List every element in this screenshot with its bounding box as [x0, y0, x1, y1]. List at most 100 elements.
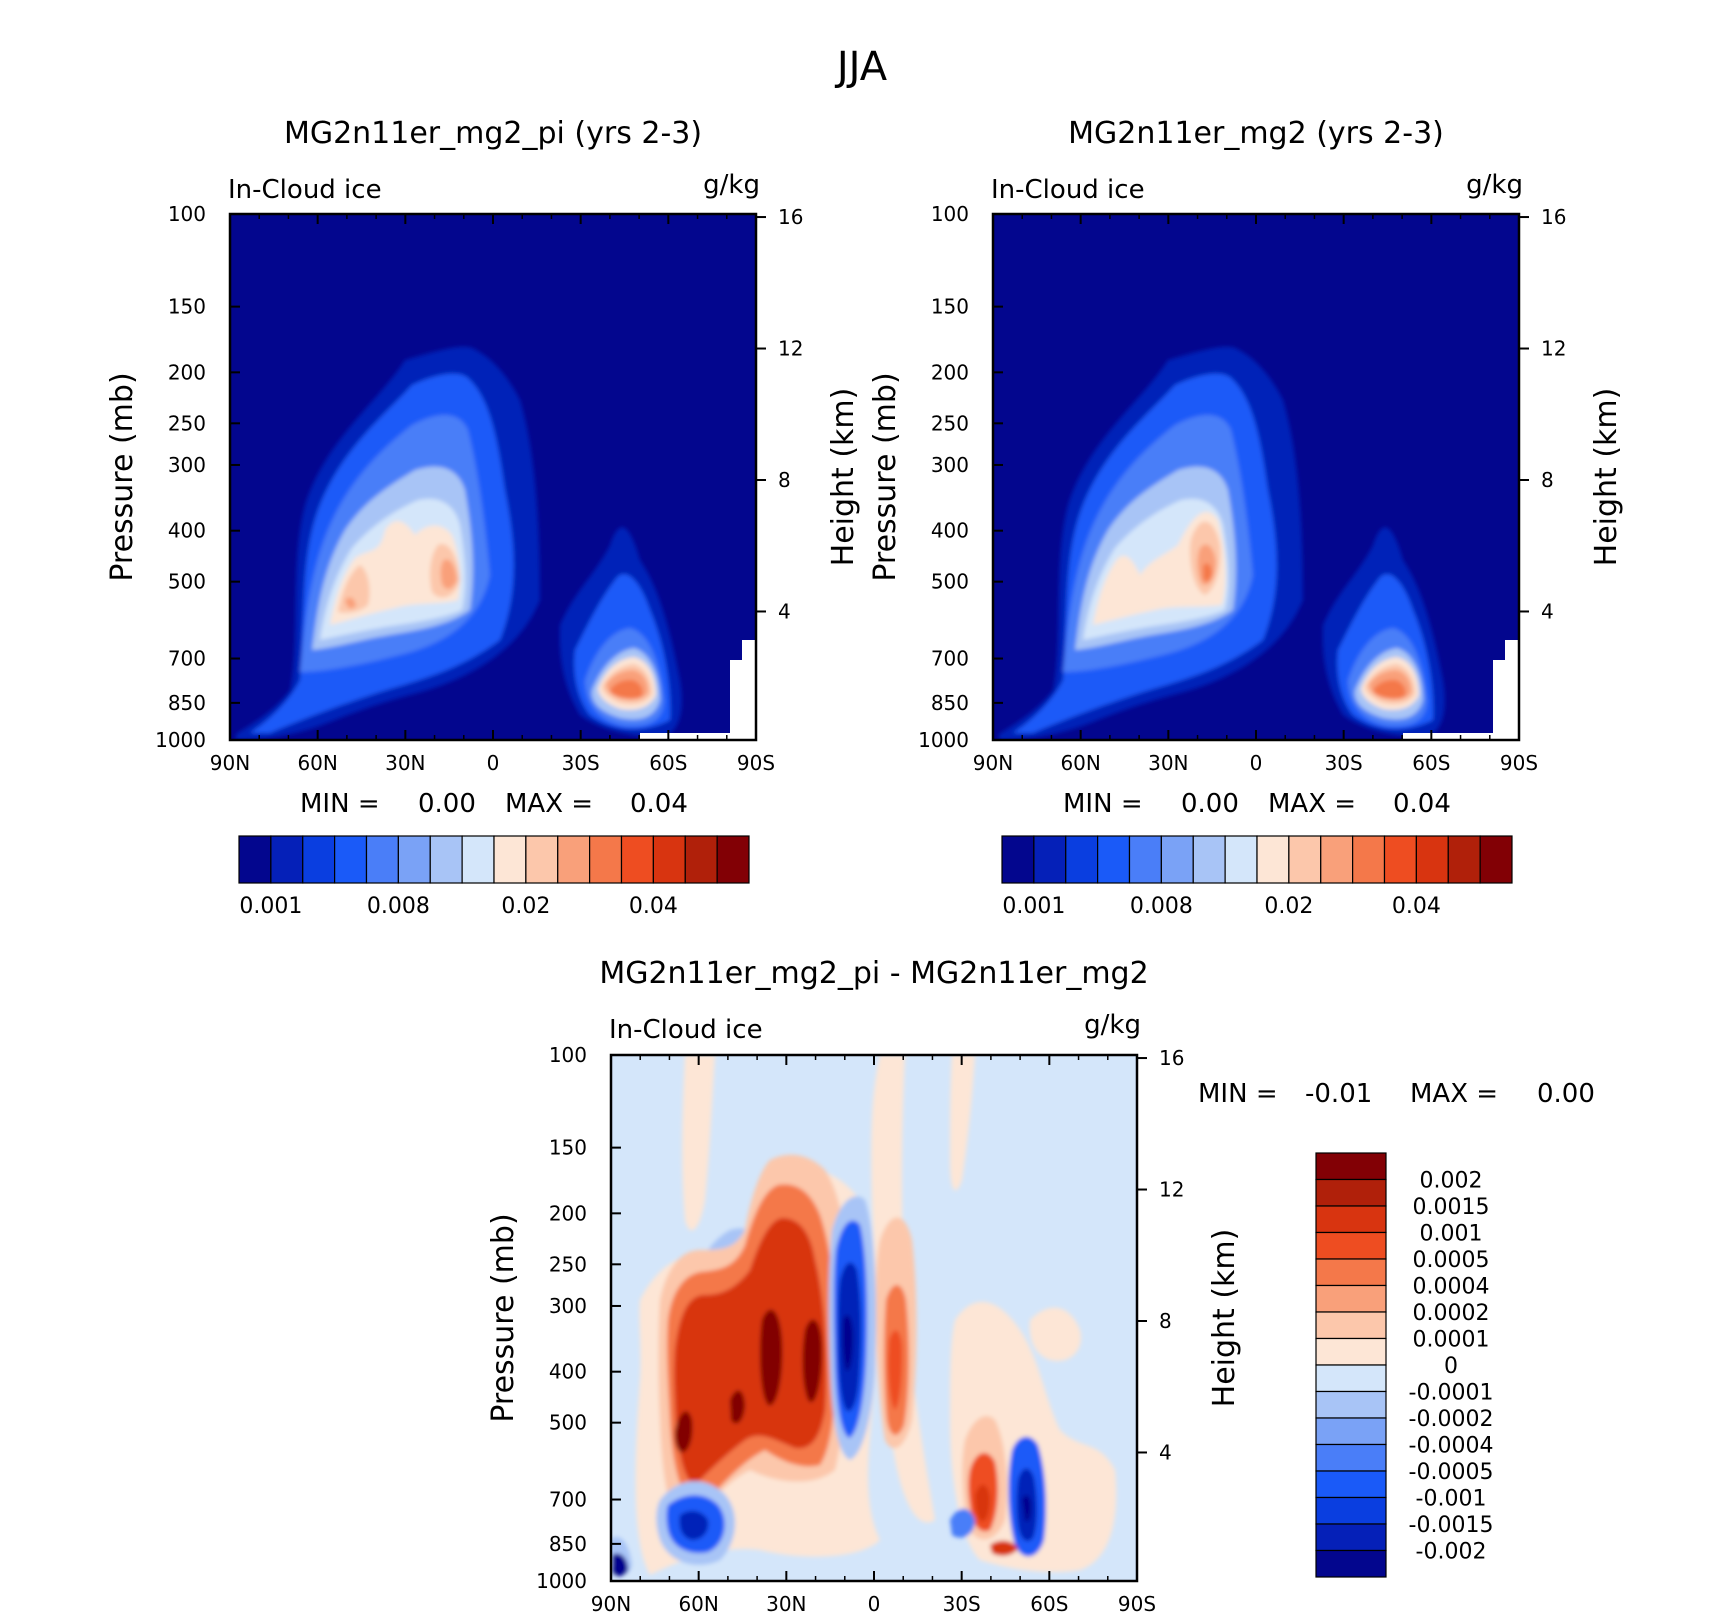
main-title: JJA: [834, 44, 888, 90]
y-tick-label: 300: [931, 453, 969, 477]
x-tick-label: 0: [1250, 751, 1263, 775]
colorbar-swatch: [334, 835, 368, 884]
colorbar-swatch: [1224, 835, 1258, 884]
x-tick-label: 60N: [678, 1592, 718, 1616]
colorbar-swatch: [302, 835, 336, 884]
colorbar-swatch: [1415, 835, 1449, 884]
max-label: MAX =: [505, 789, 593, 819]
colorbar-label: 0.0004: [1413, 1275, 1490, 1300]
panel-title: MG2n11er_mg2_pi - MG2n11er_mg2: [599, 956, 1148, 991]
colorbar-label: 0: [1444, 1354, 1458, 1379]
y-tick-label: 100: [168, 202, 206, 226]
colorbar-swatch: [1315, 1443, 1387, 1472]
colorbar-swatch: [1383, 835, 1417, 884]
height-tick-label: 16: [1159, 1046, 1184, 1070]
min-label: MIN =: [300, 789, 380, 819]
colorbar-swatch: [1192, 835, 1226, 884]
missing-data-mask: [1493, 660, 1519, 740]
colorbar-label: 0.001: [1002, 894, 1065, 919]
x-tick-label: 30N: [1148, 751, 1188, 775]
colorbar-swatch: [270, 835, 304, 884]
y-tick-label: 400: [549, 1360, 587, 1384]
y-tick-label: 400: [168, 519, 206, 543]
y-tick-label: 150: [931, 295, 969, 319]
height-tick-label: 8: [1159, 1309, 1172, 1333]
y-tick-label: 700: [168, 647, 206, 671]
height-tick-label: 16: [778, 205, 803, 229]
colorbar-swatch: [1315, 1152, 1387, 1181]
x-tick-label: 30N: [766, 1592, 806, 1616]
colorbar-swatch: [1315, 1205, 1387, 1234]
colorbar-difference: 0.0020.00150.0010.00050.00040.00020.0001…: [1315, 1152, 1494, 1578]
colorbar-swatch: [1097, 835, 1131, 884]
y-axis-label: Pressure (mb): [486, 1213, 521, 1422]
diff-band-pos-0015: [674, 1218, 827, 1485]
colorbar-label: 0.0005: [1413, 1248, 1490, 1273]
y-tick-label: 850: [168, 691, 206, 715]
colorbar-swatch: [1315, 1178, 1387, 1207]
diff-band-neg-0004: [950, 1508, 975, 1538]
y-axis-label: Pressure (mb): [868, 372, 903, 581]
x-tick-label: 90S: [737, 751, 775, 775]
colorbar-label: -0.0004: [1409, 1434, 1494, 1459]
y-tick-label: 400: [931, 519, 969, 543]
plot-area: [993, 214, 1519, 740]
x-tick-label: 90S: [1118, 1592, 1156, 1616]
panel-top-left: MG2n11er_mg2_pi (yrs 2-3) In-Cloud ice g…: [105, 116, 861, 919]
y-tick-label: 100: [549, 1043, 587, 1067]
y-tick-label: 1000: [536, 1569, 587, 1593]
y-tick-label: 250: [168, 411, 206, 435]
x-tick-label: 0: [868, 1592, 881, 1616]
variable-label: In-Cloud ice: [991, 175, 1145, 205]
colorbar-swatch: [493, 835, 527, 884]
cloud-level-12b: [1373, 679, 1406, 699]
colorbar-swatch: [1315, 1470, 1387, 1499]
colorbar-swatch: [1315, 1417, 1387, 1446]
y-tick-label: 1000: [918, 728, 969, 752]
colorbar-label: 0.04: [629, 894, 678, 919]
height-tick-label: 12: [778, 337, 803, 361]
axis-ticks-tl: 90N 60N 30N 0 30S 60S 90S 100 150 200 250 300 400 500…: [155, 202, 803, 775]
height-tick-label: 4: [1159, 1440, 1172, 1464]
x-tick-label: 90N: [210, 751, 250, 775]
panel-difference: MG2n11er_mg2_pi - MG2n11er_mg2 In-Cloud …: [486, 956, 1595, 1616]
colorbar-swatch: [1320, 835, 1354, 884]
colorbar-swatch: [1065, 835, 1099, 884]
y-tick-label: 700: [549, 1488, 587, 1512]
cloud-level-12b: [610, 679, 643, 699]
colorbar-label: 0.001: [239, 894, 302, 919]
colorbar-label: 0.001: [1420, 1222, 1483, 1247]
missing-data-mask: [730, 660, 756, 740]
x-tick-label: 60N: [297, 751, 337, 775]
x-tick-label: 30S: [1325, 751, 1363, 775]
max-value: 0.00: [1537, 1079, 1595, 1109]
height-tick-label: 4: [778, 599, 791, 623]
y-axis-label-right: Height (km): [1589, 388, 1624, 567]
y-axis-label-right: Height (km): [1207, 1229, 1242, 1408]
x-tick-label: 90N: [973, 751, 1013, 775]
colorbar-label: -0.0002: [1409, 1407, 1494, 1432]
colorbar-swatch: [238, 835, 272, 884]
diff-band-neg-002: [842, 1315, 853, 1371]
x-tick-label: 30S: [562, 751, 600, 775]
colorbar-label: 0.0002: [1413, 1301, 1490, 1326]
colorbar-swatch: [397, 835, 431, 884]
max-value: 0.04: [1393, 789, 1451, 819]
min-value: -0.01: [1305, 1079, 1372, 1109]
x-tick-label: 30N: [385, 751, 425, 775]
x-tick-label: 60S: [1412, 751, 1450, 775]
colorbar-swatch: [557, 835, 591, 884]
y-tick-label: 150: [549, 1136, 587, 1160]
colorbar-swatch: [1315, 1549, 1387, 1578]
y-tick-label: 300: [168, 453, 206, 477]
axis-ticks-tr: 90N 60N 30N 0 30S 60S 90S 100 150 200 250 300 400 500…: [918, 202, 1566, 775]
x-tick-label: 90S: [1500, 751, 1538, 775]
colorbar-swatch: [1315, 1523, 1387, 1552]
colorbar-swatch: [429, 835, 463, 884]
y-tick-label: 500: [168, 570, 206, 594]
colorbar-swatch: [1315, 1231, 1387, 1260]
colorbar-swatch: [525, 835, 559, 884]
plot-area: [611, 1055, 1137, 1581]
plot-area: [230, 214, 756, 740]
cloud-level-12: [1203, 563, 1212, 582]
